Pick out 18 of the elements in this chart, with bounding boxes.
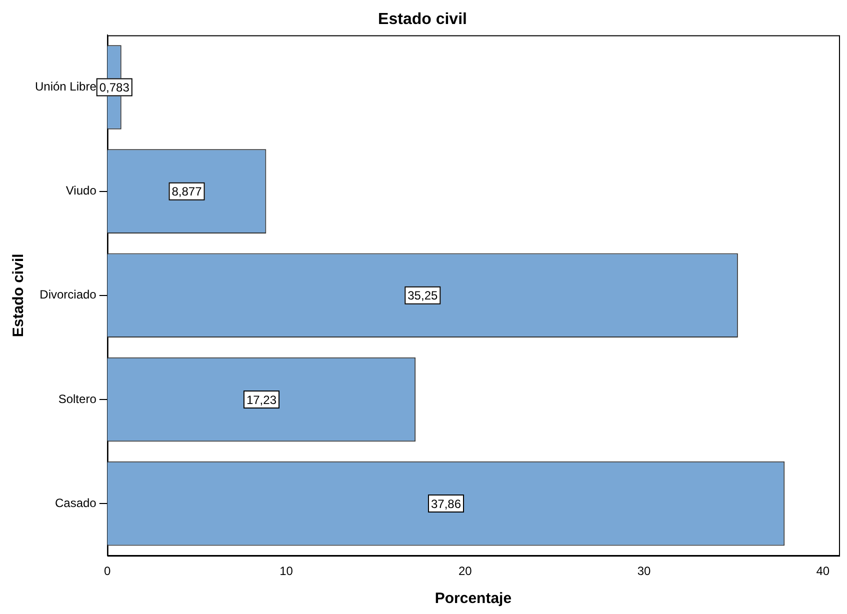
y-tick-label: Unión Libre xyxy=(34,80,97,94)
data-label: 37,86 xyxy=(430,496,462,511)
x-axis-title: Porcentaje xyxy=(434,590,512,608)
y-tick-label: Viudo xyxy=(66,184,97,198)
y-axis-title: Estado civil xyxy=(10,254,28,338)
data-label: 35,25 xyxy=(408,288,438,303)
x-tick-label: 0 xyxy=(104,564,112,578)
y-tick-label: Divorciado xyxy=(40,288,97,302)
x-tick-label: 10 xyxy=(280,564,294,578)
y-tick-label: Soltero xyxy=(58,392,97,406)
chart-title: Estado civil xyxy=(378,11,467,28)
data-label: 0,783 xyxy=(99,80,130,95)
data-label: 17,23 xyxy=(246,392,277,407)
data-label: 8,877 xyxy=(172,184,202,199)
x-tick-label: 20 xyxy=(458,564,472,578)
y-tick-label: Casado xyxy=(54,496,97,510)
x-tick-label: 30 xyxy=(637,564,652,578)
x-tick-label: 40 xyxy=(816,564,830,578)
